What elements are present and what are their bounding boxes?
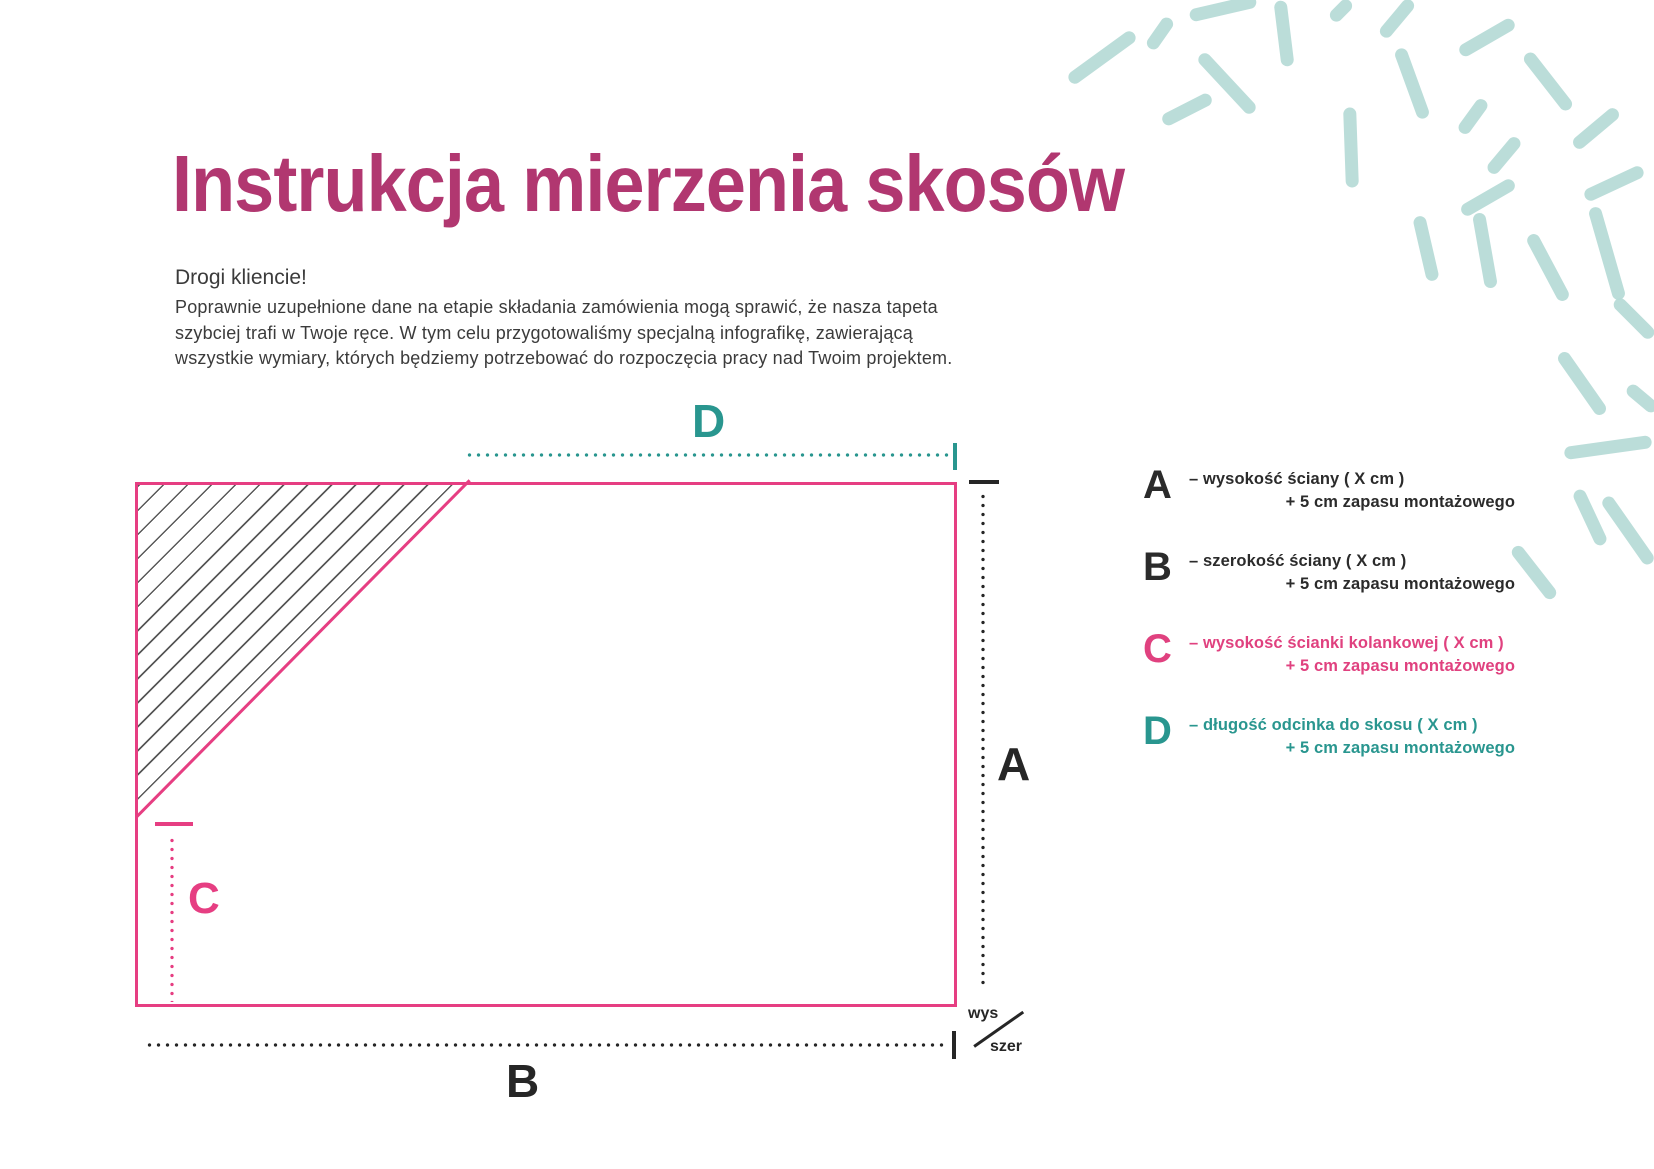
- legend-a-line1: – wysokość ściany ( X cm ): [1189, 470, 1405, 488]
- wall-diagram: [135, 482, 957, 1007]
- measure-line-b: [145, 1043, 945, 1047]
- axis-note-wys: wys: [968, 1005, 999, 1022]
- dimension-label-d: D: [692, 395, 726, 447]
- decor-dash: [1065, 28, 1139, 86]
- legend-letter-a: A: [1143, 463, 1172, 507]
- decor-dash: [1472, 211, 1498, 289]
- decor-dash: [1587, 205, 1627, 301]
- decor-dash: [1571, 487, 1609, 547]
- axis-note-szer: szer: [990, 1038, 1023, 1055]
- legend-b-line2: + 5 cm zapasu montażowego: [1285, 575, 1515, 593]
- decor-dash: [1509, 542, 1559, 602]
- legend-c-line2: + 5 cm zapasu montażowego: [1285, 657, 1515, 675]
- decor-dash: [1611, 295, 1654, 341]
- legend-b-line1: – szerokość ściany ( X cm ): [1189, 552, 1407, 570]
- decor-dash: [1144, 14, 1176, 52]
- intro-paragraph: Poprawnie uzupełnione dane na etapie skł…: [175, 297, 953, 368]
- measure-tick-b: [952, 1031, 956, 1059]
- sloped-ceiling-hatch: [138, 485, 471, 819]
- measure-tick-a: [969, 480, 999, 484]
- legend-c-line1: – wysokość ścianki kolankowej ( X cm ): [1189, 634, 1504, 652]
- legend-a-line2: + 5 cm zapasu montażowego: [1285, 493, 1515, 511]
- decor-dash: [1563, 434, 1653, 460]
- legend: A – wysokość ściany ( X cm ) + 5 cm zapa…: [1143, 463, 1515, 796]
- legend-letter-b: B: [1143, 545, 1172, 589]
- decor-dash: [1159, 90, 1215, 128]
- decor-dash: [1599, 493, 1654, 567]
- dimension-label-b: B: [506, 1055, 540, 1107]
- decor-dash: [1412, 214, 1440, 282]
- legend-item-d: D – długość odcinka do skosu ( X cm ) + …: [1143, 709, 1515, 760]
- decor-dash: [1484, 133, 1524, 177]
- legend-d-line2: + 5 cm zapasu montażowego: [1285, 739, 1515, 757]
- page-title: Instrukcja mierzenia skosów: [172, 139, 1125, 228]
- measure-line-c: [170, 836, 174, 1002]
- decor-dash: [1624, 381, 1654, 415]
- decor-dash: [1343, 106, 1359, 188]
- decor-dash: [1273, 0, 1295, 67]
- measure-line-d: [465, 453, 950, 457]
- decor-dash: [1455, 95, 1491, 137]
- decor-dash: [1456, 15, 1518, 59]
- decor-dash: [1555, 348, 1609, 418]
- decor-dash: [1524, 231, 1572, 303]
- decor-dash: [1521, 49, 1575, 113]
- decor-dash: [1582, 163, 1646, 203]
- legend-item-c: C – wysokość ścianki kolankowej ( X cm )…: [1143, 627, 1515, 678]
- legend-item-a: A – wysokość ściany ( X cm ) + 5 cm zapa…: [1143, 463, 1515, 514]
- intro-greeting: Drogi kliencie!: [175, 266, 307, 289]
- decor-dash: [1327, 0, 1355, 24]
- dimension-label-a: A: [997, 738, 1031, 790]
- decor-dash: [1458, 176, 1518, 218]
- dimension-label-c: C: [188, 874, 220, 923]
- decor-dash: [1570, 105, 1622, 151]
- measure-tick-d: [953, 443, 957, 470]
- decor-dash: [1377, 0, 1417, 40]
- legend-letter-d: D: [1143, 709, 1172, 753]
- legend-d-line1: – długość odcinka do skosu ( X cm ): [1189, 716, 1478, 734]
- legend-letter-c: C: [1143, 627, 1172, 671]
- legend-item-b: B – szerokość ściany ( X cm ) + 5 cm zap…: [1143, 545, 1515, 596]
- decor-dash: [1393, 46, 1431, 120]
- measure-tick-c: [155, 822, 193, 826]
- decor-dash: [1188, 0, 1258, 22]
- measure-line-a: [981, 492, 985, 986]
